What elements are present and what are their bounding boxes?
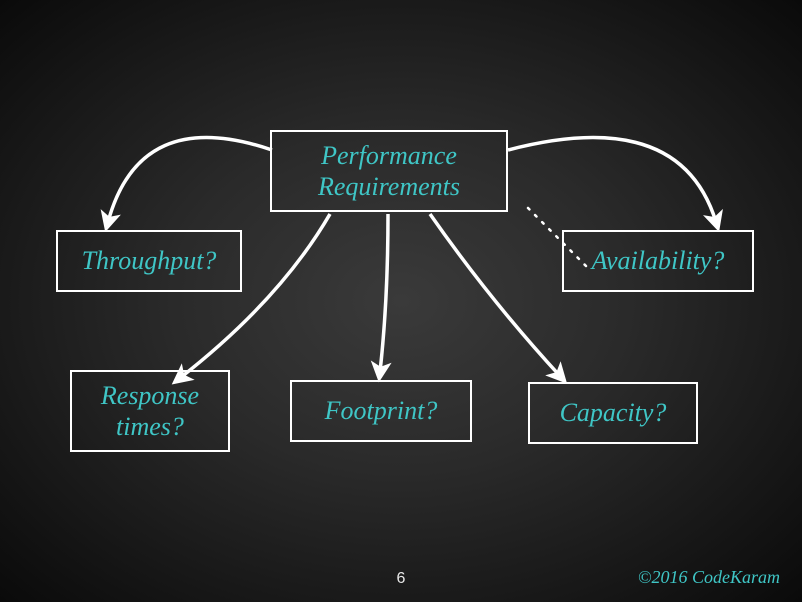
node-capacity-label: Capacity? bbox=[560, 397, 667, 428]
arrow-layer bbox=[0, 0, 802, 602]
page-number: 6 bbox=[397, 570, 406, 588]
node-footprint: Footprint? bbox=[290, 380, 472, 442]
copyright: ©2016 CodeKaram bbox=[638, 567, 780, 588]
node-throughput-label: Throughput? bbox=[82, 245, 217, 276]
node-availability-label: Availability? bbox=[592, 245, 725, 276]
node-root-label: Performance Requirements bbox=[318, 140, 460, 202]
node-availability: Availability? bbox=[562, 230, 754, 292]
node-footprint-label: Footprint? bbox=[325, 395, 438, 426]
node-root: Performance Requirements bbox=[270, 130, 508, 212]
node-response: Response times? bbox=[70, 370, 230, 452]
node-capacity: Capacity? bbox=[528, 382, 698, 444]
node-throughput: Throughput? bbox=[56, 230, 242, 292]
node-response-label: Response times? bbox=[101, 380, 199, 442]
